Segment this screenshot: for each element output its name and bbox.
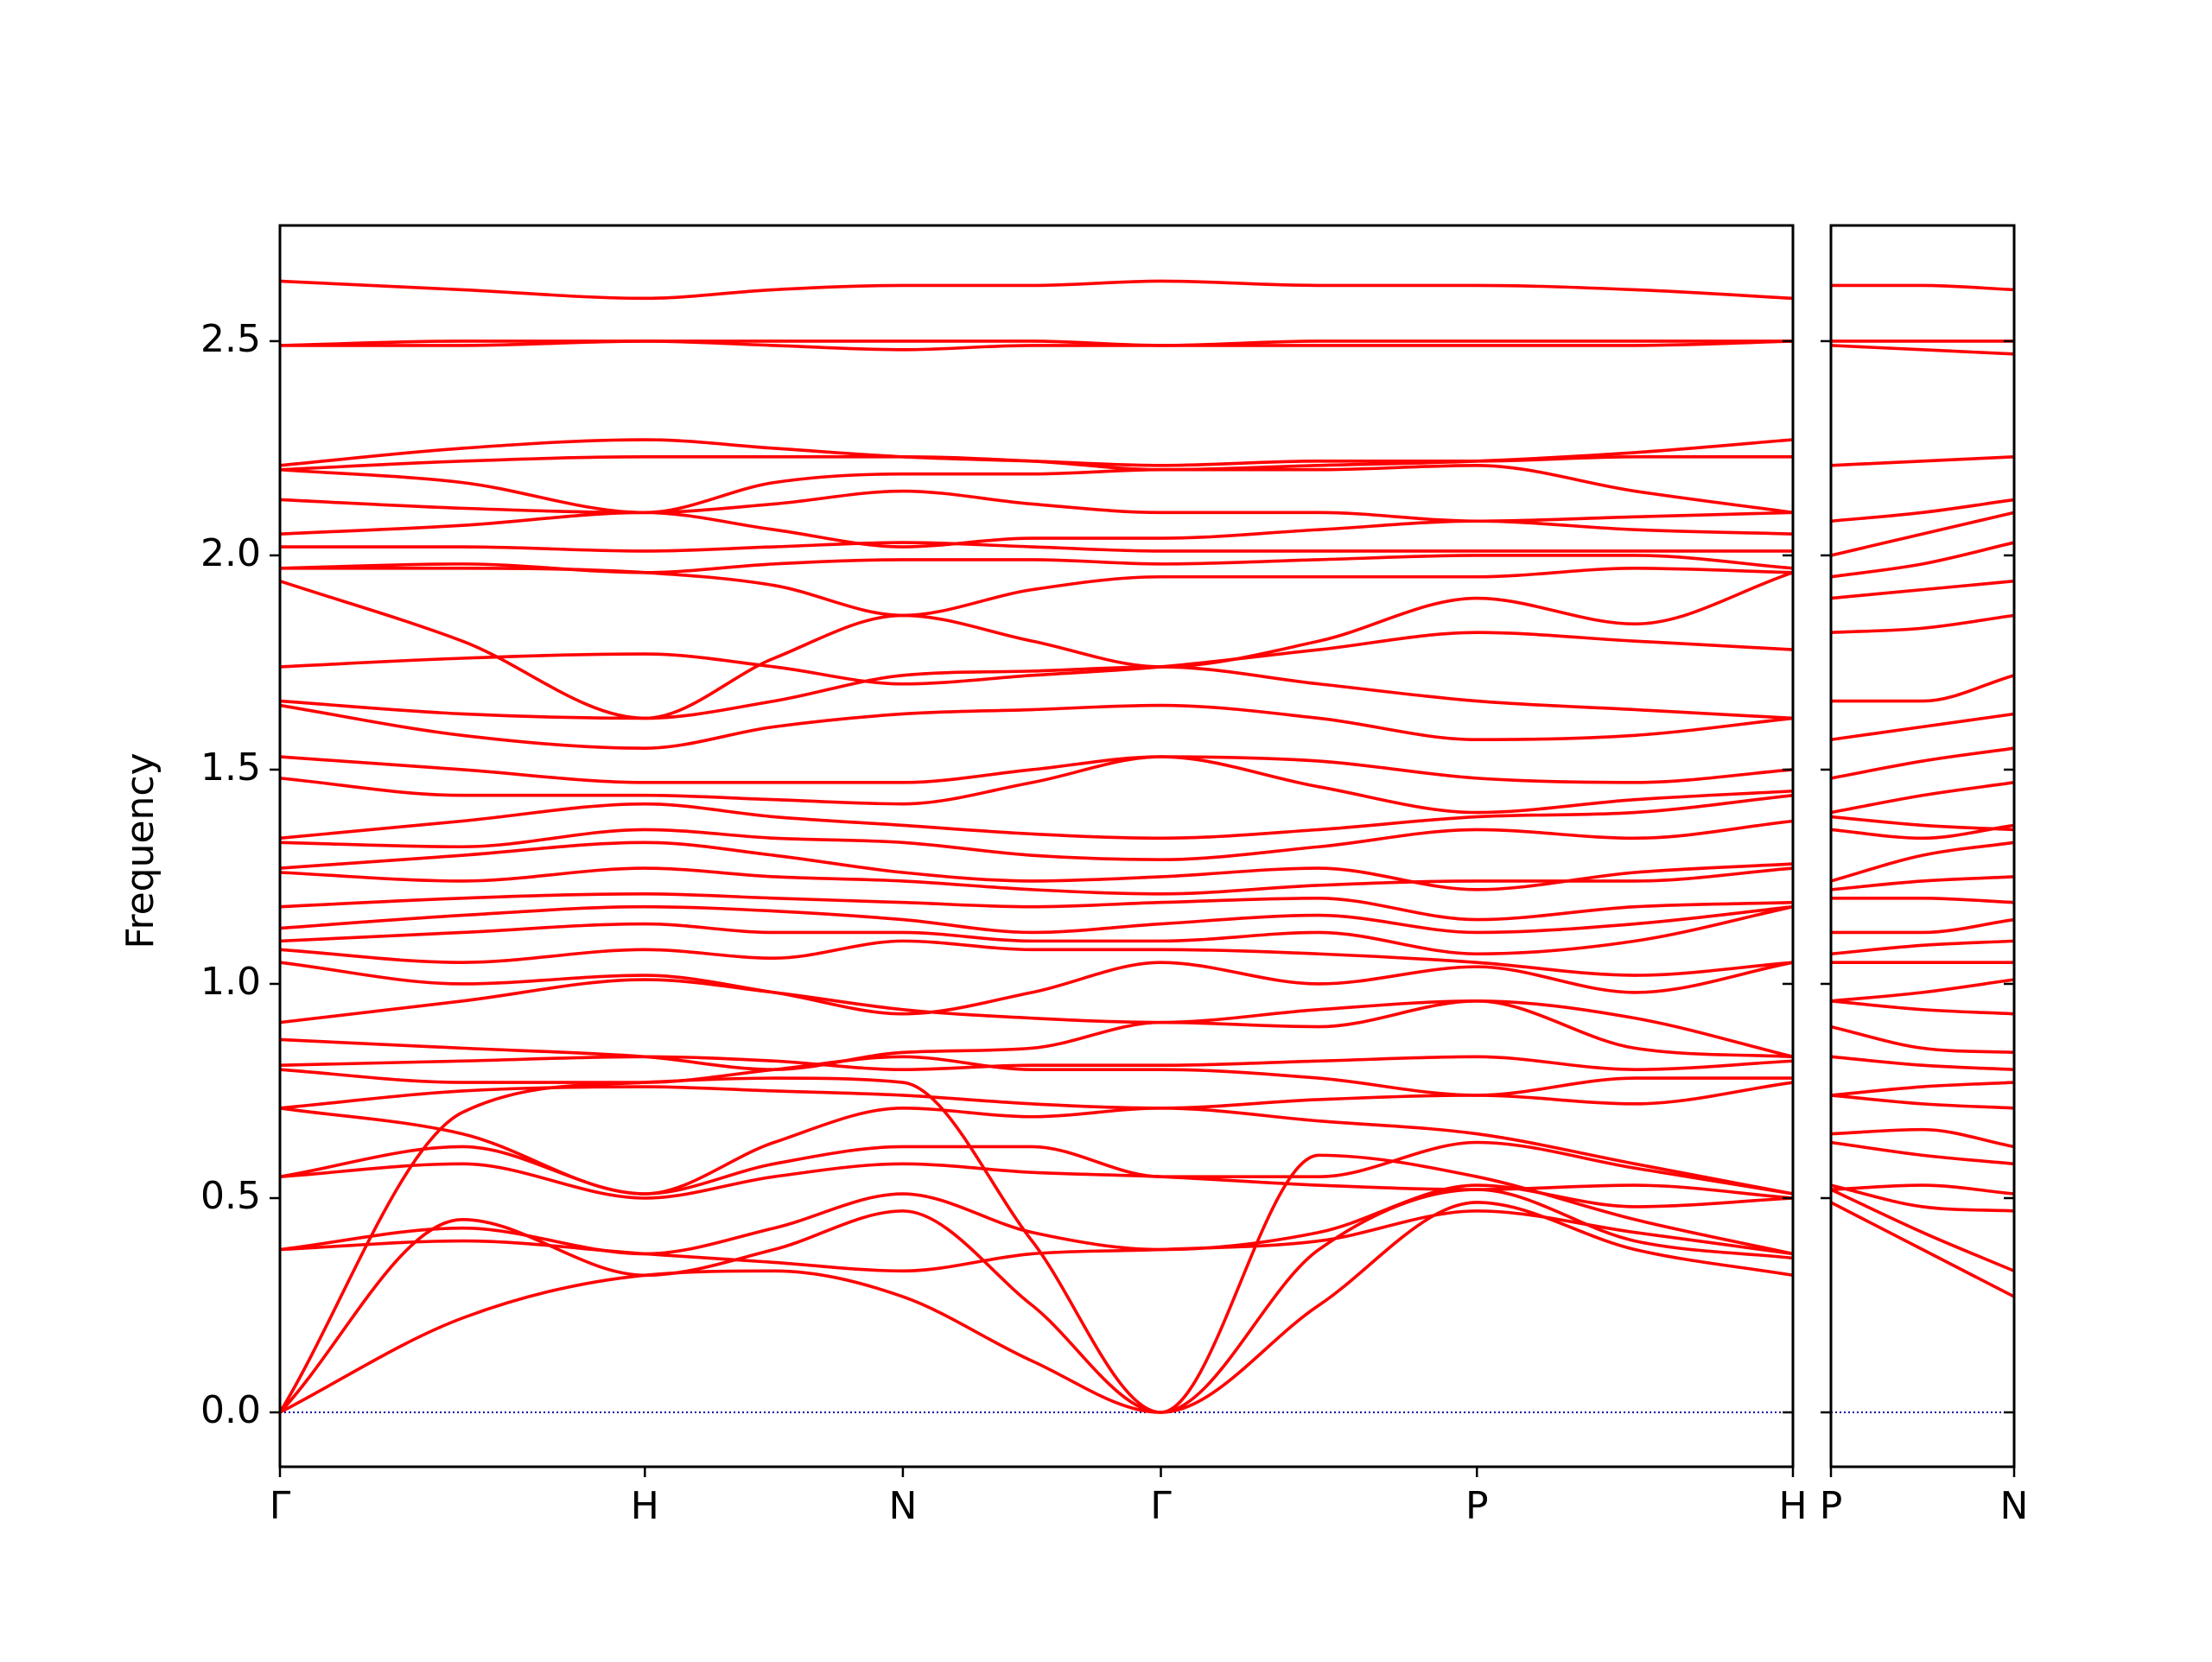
x-tick-label: H xyxy=(631,1484,659,1528)
band-line xyxy=(279,1209,1794,1273)
band-line xyxy=(1830,1201,2015,1298)
band-line xyxy=(1831,896,2015,904)
band-line xyxy=(279,1081,1794,1110)
band-line xyxy=(278,1188,1794,1414)
band-line xyxy=(278,1076,1794,1414)
band-line xyxy=(280,567,1794,618)
band-line xyxy=(279,866,1794,896)
band-line xyxy=(1830,1183,2015,1213)
y-tick-label: 2.0 xyxy=(200,531,261,575)
x-tick-label: Γ xyxy=(270,1484,291,1528)
band-line xyxy=(279,463,1794,515)
band-line xyxy=(1830,712,2015,742)
band-line xyxy=(1830,1081,2015,1097)
band-line xyxy=(279,631,1794,686)
band-line xyxy=(279,841,1794,891)
band-line xyxy=(279,978,1794,1059)
band-line xyxy=(279,939,1794,977)
plot-frame xyxy=(1829,224,2016,1469)
y-tick-label: 2.5 xyxy=(200,317,261,361)
band-line xyxy=(1830,1127,2015,1149)
band-line xyxy=(279,511,1794,549)
band-line xyxy=(1830,344,2015,356)
band-line xyxy=(279,755,1794,784)
y-tick-label: 0.5 xyxy=(200,1174,261,1218)
x-tick-label: P xyxy=(1820,1484,1843,1528)
band-line xyxy=(1830,1094,2015,1110)
band-line xyxy=(1830,498,2015,523)
y-axis-label: Frequency xyxy=(118,752,162,948)
band-line xyxy=(279,571,1794,720)
band-line xyxy=(280,541,1793,553)
band-line xyxy=(1830,1183,2015,1196)
band-line xyxy=(1830,511,2015,557)
band-line xyxy=(1830,579,2015,600)
band-line xyxy=(1830,823,2015,841)
band-line xyxy=(1830,841,2015,883)
band-line xyxy=(279,703,1794,750)
band-line xyxy=(279,1162,1794,1200)
band-line xyxy=(279,1055,1793,1097)
band-line xyxy=(279,279,1794,301)
band-line xyxy=(1830,1188,2015,1272)
band-line xyxy=(1830,978,2015,1003)
band-line xyxy=(279,755,1794,815)
y-tick-label: 1.0 xyxy=(200,960,261,1004)
band-line xyxy=(279,438,1793,467)
band-line xyxy=(279,1055,1794,1071)
band-line xyxy=(1830,1055,2015,1071)
band-line xyxy=(279,999,1794,1071)
band-line xyxy=(1830,917,2015,935)
band-line xyxy=(279,904,1794,935)
band-line xyxy=(279,339,1793,347)
band-line xyxy=(279,554,1794,574)
band-line xyxy=(1830,1024,2015,1055)
band-line xyxy=(1830,613,2015,635)
x-tick-label: N xyxy=(888,1484,917,1528)
band-line xyxy=(1830,875,2015,891)
y-tick-label: 0.0 xyxy=(200,1388,261,1432)
band-line xyxy=(279,793,1794,841)
band-line xyxy=(279,819,1794,861)
y-tick-label: 1.5 xyxy=(200,745,261,790)
band-line xyxy=(1830,999,2015,1016)
band-line xyxy=(1830,283,2015,292)
plot-frame xyxy=(278,224,1795,1469)
band-line xyxy=(279,665,1794,720)
x-tick-label: H xyxy=(1778,1484,1807,1528)
band-line xyxy=(1830,781,2015,815)
band-line xyxy=(1830,1140,2015,1166)
x-tick-label: P xyxy=(1465,1484,1489,1528)
band-line xyxy=(1830,455,2015,467)
band-line xyxy=(280,339,1794,352)
x-tick-label: Γ xyxy=(1150,1484,1172,1528)
band-line xyxy=(1830,939,2015,956)
band-line xyxy=(279,1183,1794,1256)
band-line xyxy=(1830,815,2015,832)
band-line xyxy=(279,904,1794,956)
band-line xyxy=(1830,541,2015,579)
x-tick-label: N xyxy=(2000,1484,2029,1528)
band-line xyxy=(279,489,1794,523)
band-line xyxy=(1831,674,2015,703)
band-line xyxy=(1830,746,2015,780)
band-line xyxy=(279,1107,1794,1196)
band-line xyxy=(279,892,1794,922)
band-line xyxy=(279,961,1794,1016)
band-line xyxy=(279,1201,1794,1414)
